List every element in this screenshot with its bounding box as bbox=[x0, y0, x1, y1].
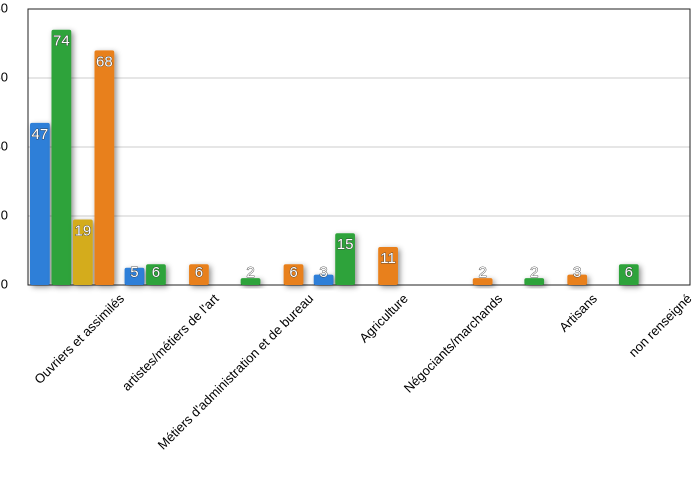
value-label: 3 bbox=[573, 264, 581, 281]
value-label: 19 bbox=[75, 222, 92, 239]
bar bbox=[189, 264, 209, 285]
bar bbox=[51, 29, 72, 286]
bar bbox=[378, 247, 398, 285]
bar bbox=[567, 274, 588, 285]
bar bbox=[524, 278, 545, 285]
bar bbox=[124, 267, 145, 285]
y-tick-label: 60 bbox=[0, 69, 8, 84]
x-tick-label: Métiers d'administration et de bureau bbox=[155, 291, 317, 453]
x-tick-label: Ouvriers et assimilés bbox=[31, 291, 127, 387]
bar bbox=[30, 122, 50, 285]
y-tick-label: 80 bbox=[0, 0, 8, 15]
value-label: 5 bbox=[130, 264, 138, 281]
value-label: 15 bbox=[337, 236, 354, 253]
bar bbox=[618, 264, 639, 285]
y-tick-label: 40 bbox=[0, 138, 8, 153]
value-label: 6 bbox=[195, 264, 203, 281]
value-label: 2 bbox=[246, 264, 254, 281]
x-tick-label: Agriculture bbox=[356, 291, 411, 346]
bar bbox=[146, 264, 166, 285]
y-tick-label: 0 bbox=[1, 276, 8, 291]
value-label: 6 bbox=[625, 264, 633, 281]
plot-frame bbox=[27, 8, 691, 286]
value-label: 6 bbox=[289, 264, 297, 281]
bar bbox=[335, 233, 355, 285]
bar bbox=[94, 50, 115, 286]
bar bbox=[240, 278, 261, 285]
x-tick-label: Artisans bbox=[556, 291, 600, 335]
x-tick-label: non renseigné bbox=[626, 291, 695, 360]
x-tick-label: Négociants/marchands bbox=[401, 291, 506, 396]
value-label: 2 bbox=[530, 264, 538, 281]
value-label: 47 bbox=[32, 126, 49, 143]
value-label: 6 bbox=[152, 264, 160, 281]
bar bbox=[283, 264, 304, 285]
value-label: 2 bbox=[478, 264, 486, 281]
value-label: 3 bbox=[319, 264, 327, 281]
bar bbox=[472, 278, 493, 285]
x-tick-label: artistes/métiers de l'art bbox=[119, 291, 222, 394]
value-label: 11 bbox=[380, 250, 396, 267]
value-label: 68 bbox=[96, 53, 113, 70]
y-tick-label: 20 bbox=[0, 207, 8, 222]
bar bbox=[72, 219, 93, 285]
value-label: 74 bbox=[53, 33, 70, 50]
bar bbox=[313, 274, 334, 285]
